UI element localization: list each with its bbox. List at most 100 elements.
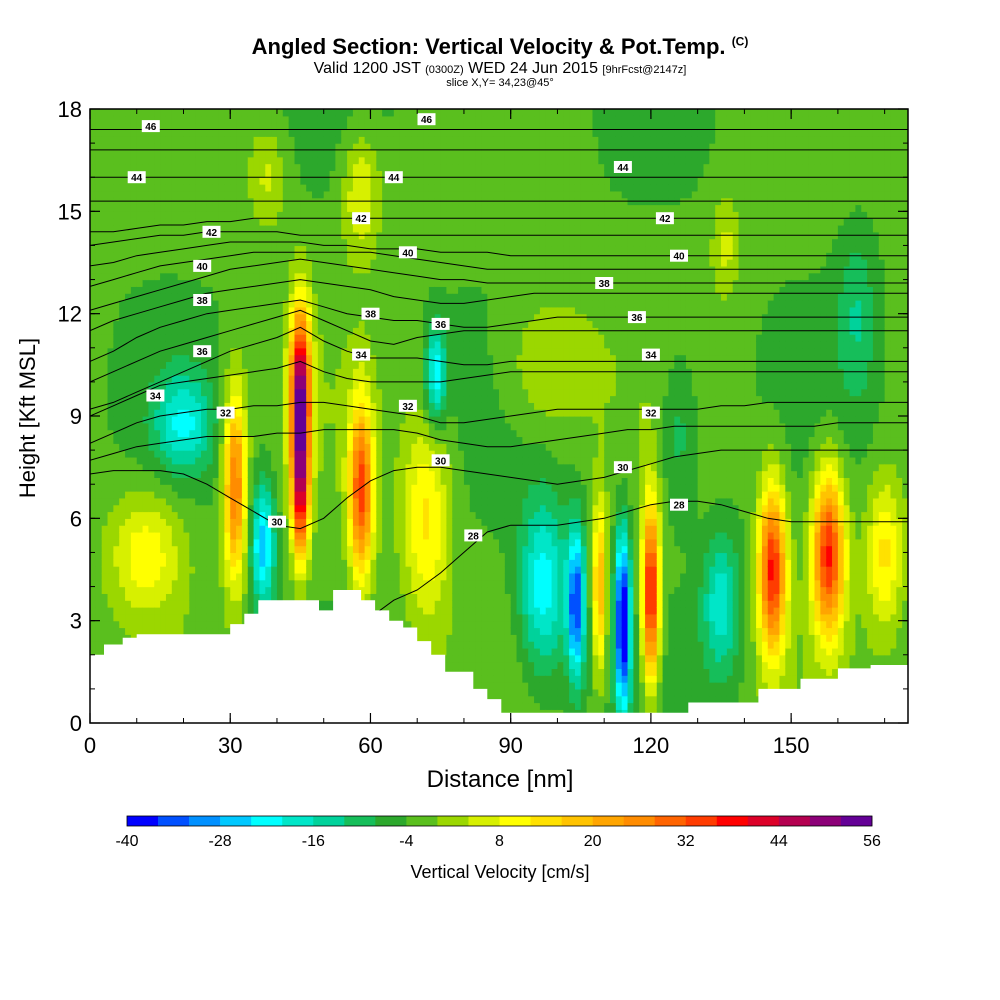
velocity-cell: [201, 238, 208, 247]
velocity-cell: [282, 204, 290, 212]
velocity-cell: [142, 279, 150, 287]
velocity-cell: [294, 545, 301, 554]
velocity-cell: [265, 136, 272, 144]
velocity-cell: [195, 320, 202, 328]
velocity-cell: [294, 347, 301, 356]
velocity-cell: [329, 491, 336, 499]
velocity-cell: [282, 334, 290, 342]
velocity-cell: [224, 184, 231, 192]
velocity-cell: [136, 136, 144, 144]
velocity-cell: [411, 559, 418, 567]
velocity-cell: [224, 313, 231, 322]
velocity-cell: [212, 436, 220, 444]
velocity-cell: [236, 136, 243, 144]
velocity-cell: [201, 402, 208, 410]
velocity-cell: [358, 163, 366, 171]
velocity-cell: [160, 620, 167, 629]
velocity-cell: [306, 572, 313, 581]
velocity-cell: [405, 579, 412, 588]
velocity-cell: [230, 306, 237, 315]
velocity-cell: [130, 559, 138, 567]
velocity-cell: [387, 190, 395, 199]
velocity-cell: [306, 327, 313, 335]
velocity-cell: [212, 531, 220, 540]
velocity-cell: [247, 218, 255, 226]
velocity-cell: [282, 122, 290, 131]
velocity-cell: [265, 149, 272, 158]
velocity-cell: [177, 504, 185, 513]
velocity-cell: [195, 627, 202, 635]
velocity-cell: [90, 484, 97, 492]
velocity-cell: [189, 552, 196, 560]
velocity-cell: [259, 245, 266, 253]
velocity-cell: [347, 381, 354, 390]
velocity-cell: [136, 218, 144, 226]
velocity-cell: [376, 306, 383, 315]
velocity-cell: [165, 613, 173, 622]
velocity-cell: [165, 381, 173, 390]
velocity-cell: [136, 320, 144, 328]
velocity-cell: [323, 566, 331, 574]
velocity-cell: [160, 416, 167, 424]
velocity-cell: [107, 361, 114, 369]
velocity-cell: [142, 409, 150, 417]
velocity-cell: [183, 422, 190, 431]
velocity-cell: [130, 422, 138, 431]
velocity-cell: [160, 224, 167, 233]
velocity-cell: [370, 470, 377, 478]
velocity-cell: [399, 300, 407, 308]
velocity-cell: [195, 456, 202, 465]
velocity-cell: [195, 416, 202, 424]
velocity-cell: [288, 300, 296, 308]
velocity-cell: [95, 572, 103, 581]
velocity-cell: [189, 409, 196, 417]
velocity-cell: [101, 170, 109, 178]
velocity-cell: [218, 620, 225, 629]
velocity-cell: [358, 122, 366, 131]
velocity-cell: [113, 416, 120, 424]
velocity-cell: [288, 491, 296, 499]
velocity-cell: [136, 456, 144, 465]
velocity-cell: [171, 109, 179, 117]
velocity-cell: [364, 170, 372, 178]
velocity-cell: [382, 443, 389, 451]
velocity-cell: [230, 211, 237, 219]
velocity-cell: [352, 497, 360, 506]
velocity-cell: [399, 149, 407, 158]
velocity-cell: [399, 211, 407, 219]
velocity-cell: [195, 491, 202, 499]
velocity-cell: [218, 190, 225, 199]
velocity-cell: [171, 552, 179, 560]
velocity-cell: [253, 259, 261, 267]
velocity-cell: [230, 259, 237, 267]
velocity-cell: [405, 170, 412, 178]
velocity-cell: [300, 497, 307, 506]
velocity-cell: [312, 265, 319, 274]
velocity-cell: [189, 463, 196, 472]
velocity-cell: [165, 572, 173, 581]
velocity-cell: [130, 300, 138, 308]
velocity-cell: [113, 450, 120, 458]
velocity-cell: [399, 334, 407, 342]
velocity-cell: [218, 497, 225, 506]
velocity-cell: [282, 286, 290, 294]
velocity-cell: [411, 552, 418, 560]
velocity-cell: [101, 613, 109, 622]
velocity-cell: [247, 579, 255, 588]
velocity-cell: [119, 572, 126, 581]
velocity-cell: [154, 354, 161, 363]
velocity-cell: [171, 218, 179, 226]
velocity-cell: [125, 607, 132, 615]
velocity-cell: [113, 538, 120, 547]
velocity-cell: [335, 245, 342, 253]
velocity-cell: [259, 286, 266, 294]
velocity-cell: [230, 184, 237, 192]
velocity-cell: [125, 327, 132, 335]
velocity-cell: [195, 327, 202, 335]
velocity-cell: [294, 416, 301, 424]
velocity-cell: [236, 245, 243, 253]
velocity-cell: [312, 340, 319, 349]
velocity-cell: [382, 450, 389, 458]
velocity-cell: [165, 313, 173, 322]
velocity-cell: [119, 184, 126, 192]
